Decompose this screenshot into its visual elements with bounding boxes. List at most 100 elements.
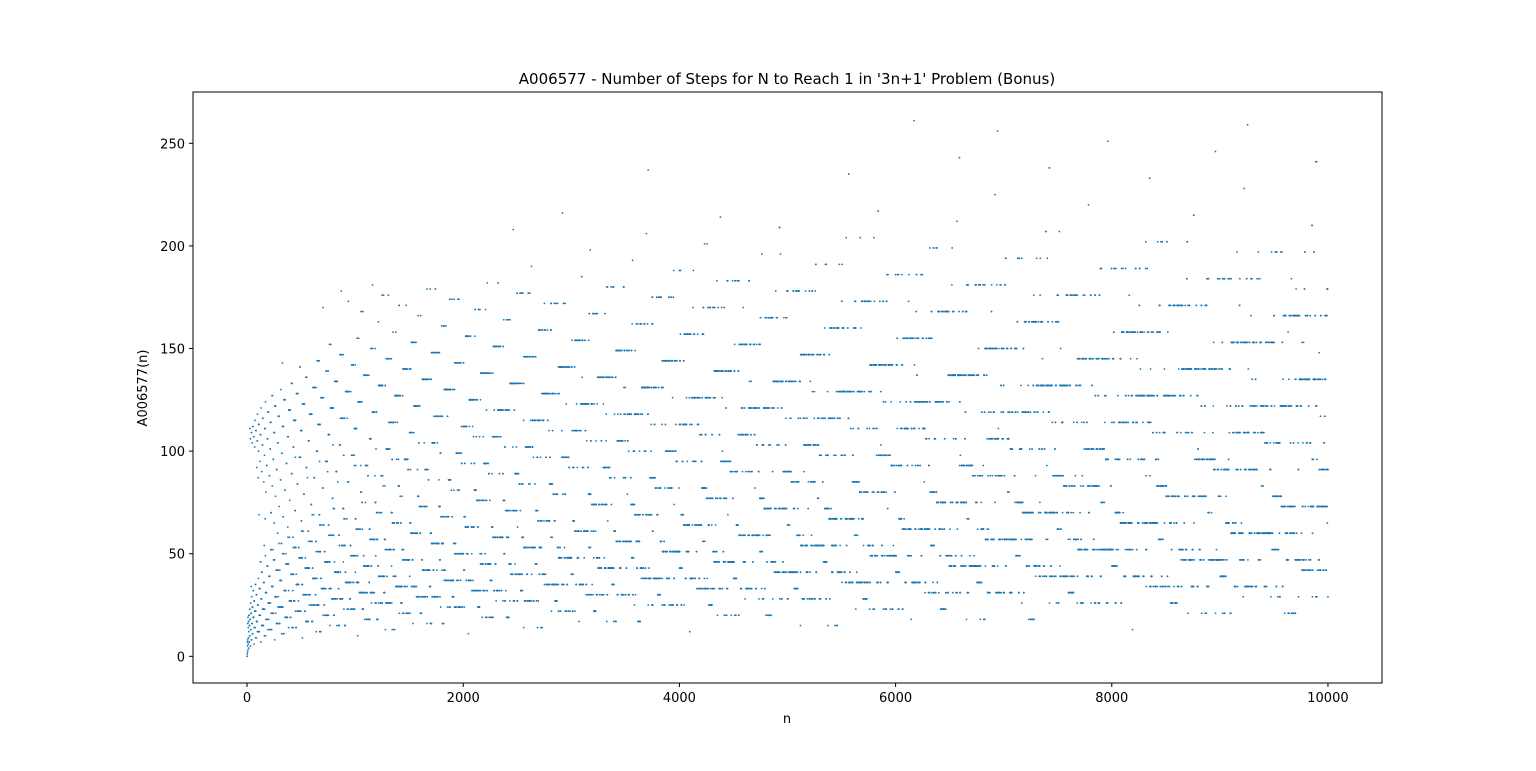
data-point <box>457 579 460 582</box>
data-point <box>252 616 255 619</box>
data-point <box>759 316 762 319</box>
data-point <box>576 466 579 469</box>
data-point <box>498 472 501 475</box>
data-point <box>775 507 778 510</box>
data-point <box>566 583 569 586</box>
data-point <box>276 622 279 625</box>
data-point <box>744 470 747 473</box>
data-point <box>311 567 314 569</box>
data-point <box>661 423 663 426</box>
data-point <box>771 470 774 473</box>
data-point <box>409 612 411 615</box>
data-point <box>370 437 372 440</box>
data-point <box>644 450 647 453</box>
data-point <box>332 534 335 537</box>
data-point <box>748 279 751 282</box>
data-point <box>448 298 451 301</box>
data-point <box>631 322 634 325</box>
data-point <box>368 581 371 584</box>
data-point <box>313 604 316 606</box>
data-point <box>247 636 250 639</box>
data-point <box>693 333 696 336</box>
data-point <box>381 384 384 387</box>
data-point <box>759 343 762 346</box>
data-point <box>784 417 787 420</box>
data-point <box>701 396 704 399</box>
data-point <box>287 536 289 539</box>
data-point <box>478 499 481 502</box>
data-point <box>264 554 267 557</box>
data-point <box>255 429 257 432</box>
data-point <box>453 388 456 391</box>
data-point <box>766 561 768 563</box>
data-point <box>294 456 297 459</box>
data-point <box>361 528 364 530</box>
data-point <box>491 472 493 475</box>
data-point <box>295 626 298 629</box>
data-point <box>685 423 688 426</box>
data-point <box>752 534 755 537</box>
data-point <box>346 417 349 420</box>
data-point <box>638 450 641 453</box>
data-point <box>500 589 503 592</box>
data-point <box>356 554 359 557</box>
data-point <box>301 583 304 586</box>
data-point <box>528 292 531 294</box>
data-point <box>328 433 331 436</box>
data-point <box>375 411 378 414</box>
data-point <box>557 610 560 613</box>
data-point <box>491 526 494 528</box>
data-point <box>401 394 404 397</box>
data-point <box>543 519 545 522</box>
data-point <box>633 503 636 506</box>
data-point <box>508 409 511 411</box>
data-point <box>605 439 607 442</box>
data-point <box>594 439 597 442</box>
data-point <box>360 491 363 494</box>
data-point <box>331 534 334 537</box>
data-point <box>771 597 774 600</box>
data-point <box>516 526 519 528</box>
data-point <box>283 632 285 635</box>
data-point <box>267 618 270 621</box>
data-point <box>349 581 352 584</box>
data-point <box>532 600 535 602</box>
data-point <box>631 259 634 262</box>
data-point <box>266 628 269 631</box>
data-point <box>576 429 579 432</box>
data-point <box>639 513 641 516</box>
data-point <box>449 606 451 608</box>
data-point <box>529 355 532 358</box>
data-point <box>568 366 571 368</box>
data-point <box>281 361 284 364</box>
data-point <box>275 595 278 598</box>
data-point <box>343 417 346 420</box>
data-point <box>709 306 712 309</box>
data-point <box>538 573 541 576</box>
data-point <box>435 595 438 598</box>
data-point <box>294 546 297 549</box>
data-point <box>753 343 755 346</box>
data-point <box>367 374 370 377</box>
data-point <box>668 577 671 580</box>
data-point <box>311 513 314 516</box>
data-point <box>624 476 627 479</box>
data-point <box>361 310 364 313</box>
data-point <box>478 435 481 438</box>
data-point <box>433 442 436 444</box>
data-point <box>254 583 257 586</box>
data-point <box>499 345 502 348</box>
data-point <box>408 558 411 561</box>
data-point <box>397 522 400 524</box>
data-point <box>645 577 648 580</box>
data-point <box>634 593 637 596</box>
data-point <box>540 519 543 522</box>
data-point <box>263 454 266 457</box>
data-point <box>696 333 699 336</box>
data-point <box>259 561 262 563</box>
data-point <box>347 608 350 611</box>
data-point <box>262 481 265 483</box>
data-point <box>540 546 543 549</box>
data-point <box>742 433 745 436</box>
